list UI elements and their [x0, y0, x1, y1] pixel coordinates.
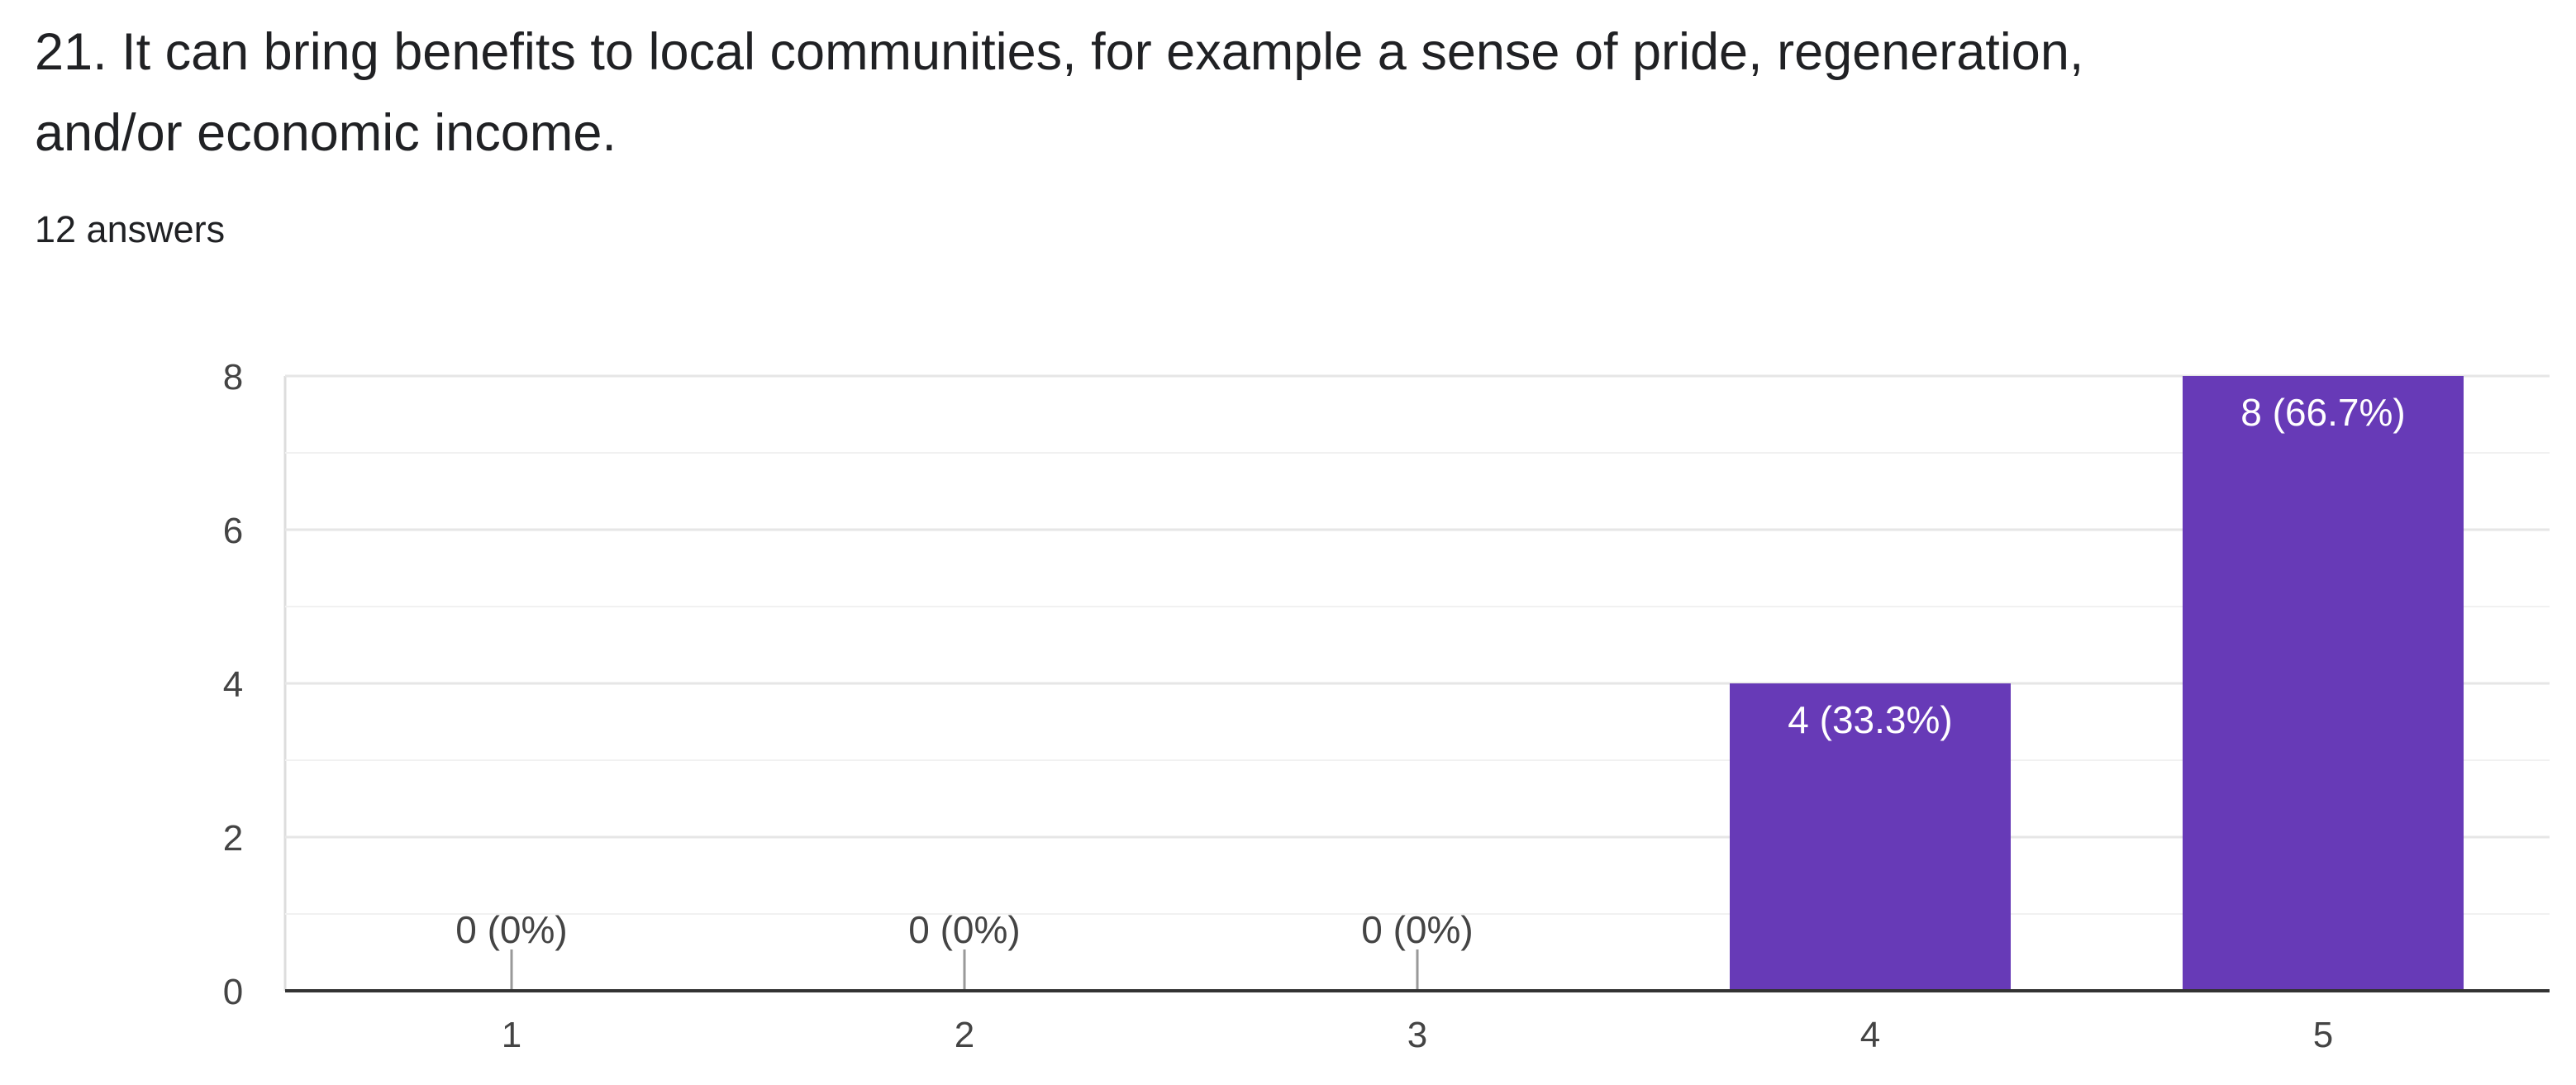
x-tick-label: 4	[1860, 1015, 1880, 1055]
data-label: 8 (66.7%)	[2240, 391, 2405, 434]
y-tick-label: 6	[223, 511, 243, 551]
x-tick-label: 1	[502, 1015, 521, 1055]
y-tick-label: 8	[223, 357, 243, 397]
x-tick-label: 5	[2313, 1015, 2333, 1055]
data-label: 0 (0%)	[908, 908, 1020, 951]
bar-5	[2183, 376, 2464, 991]
data-label: 0 (0%)	[455, 908, 567, 951]
y-tick-label: 4	[223, 664, 243, 705]
x-tick-label: 2	[955, 1015, 974, 1055]
y-tick-label: 2	[223, 818, 243, 859]
answers-count: 12 answers	[35, 208, 226, 250]
question-title: 21. It can bring benefits to local commu…	[35, 23, 2084, 162]
data-label: 4 (33.3%)	[1788, 698, 1952, 741]
data-label: 0 (0%)	[1361, 908, 1473, 951]
y-tick-label: 0	[223, 972, 243, 1012]
bar-4	[1730, 683, 2011, 991]
x-tick-label: 3	[1407, 1015, 1427, 1055]
